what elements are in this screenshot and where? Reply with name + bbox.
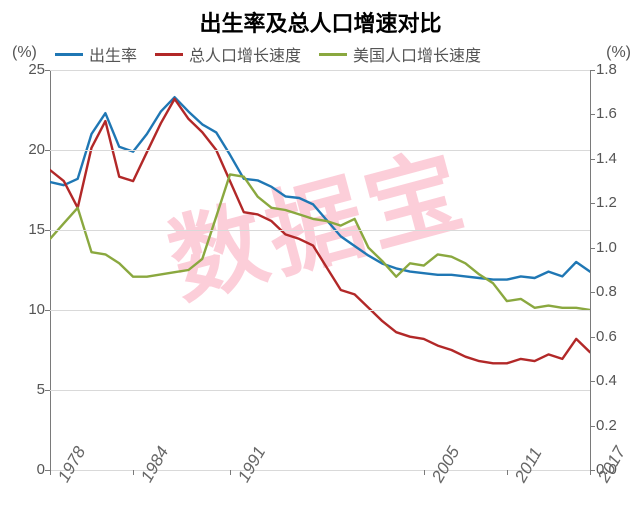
y-right-unit: (%) (606, 44, 631, 62)
legend-label: 美国人口增长速度 (353, 42, 481, 66)
legend-swatch (319, 53, 347, 56)
y-left-tickmark (45, 310, 50, 311)
y-left-tickmark (45, 70, 50, 71)
gridline (50, 470, 590, 471)
legend-item-us-growth: 美国人口增长速度 (319, 42, 481, 66)
y-right-tick: 1.2 (596, 194, 636, 211)
y-right-tick: 0.8 (596, 283, 636, 300)
y-left-tickmark (45, 150, 50, 151)
y-axis-right (590, 70, 591, 470)
y-left-tick: 25 (5, 61, 45, 78)
y-left-tick: 0 (5, 461, 45, 478)
y-right-tickmark (590, 114, 595, 115)
y-left-tick: 10 (5, 301, 45, 318)
y-right-tick: 0.6 (596, 328, 636, 345)
y-right-tickmark (590, 292, 595, 293)
y-left-tickmark (45, 390, 50, 391)
y-right-tickmark (590, 426, 595, 427)
series-line (50, 99, 590, 363)
series-line (50, 97, 590, 279)
gridline (50, 70, 590, 71)
y-right-tick: 1.0 (596, 239, 636, 256)
gridline (50, 310, 590, 311)
y-left-tick: 15 (5, 221, 45, 238)
chart-title: 出生率及总人口增速对比 (0, 6, 641, 38)
y-right-tickmark (590, 248, 595, 249)
y-right-tickmark (590, 203, 595, 204)
y-right-tick: 0.2 (596, 417, 636, 434)
x-tickmark (133, 470, 134, 475)
y-right-tick: 0.4 (596, 372, 636, 389)
chart-container: 出生率及总人口增速对比 (%) (%) 出生率 总人口增长速度 美国人口增长速度… (0, 0, 641, 531)
series-line (50, 174, 590, 310)
legend: 出生率 总人口增长速度 美国人口增长速度 (55, 42, 595, 66)
y-right-tickmark (590, 337, 595, 338)
y-left-tickmark (45, 230, 50, 231)
y-left-tick: 20 (5, 141, 45, 158)
x-tickmark (424, 470, 425, 475)
legend-label: 总人口增长速度 (189, 42, 301, 66)
legend-label: 出生率 (89, 42, 137, 66)
x-tickmark (230, 470, 231, 475)
y-right-tickmark (590, 70, 595, 71)
gridline (50, 230, 590, 231)
x-tickmark (590, 470, 591, 475)
y-left-unit: (%) (12, 44, 37, 62)
legend-item-birthrate: 出生率 (55, 42, 137, 66)
gridline (50, 150, 590, 151)
legend-swatch (55, 53, 83, 56)
legend-item-china-growth: 总人口增长速度 (155, 42, 301, 66)
y-left-tick: 5 (5, 381, 45, 398)
gridline (50, 390, 590, 391)
y-right-tickmark (590, 159, 595, 160)
y-right-tick: 1.8 (596, 61, 636, 78)
y-right-tickmark (590, 381, 595, 382)
legend-swatch (155, 53, 183, 56)
y-right-tick: 1.4 (596, 150, 636, 167)
y-right-tick: 1.6 (596, 105, 636, 122)
plot-area (50, 70, 590, 470)
x-tickmark (507, 470, 508, 475)
x-tickmark (50, 470, 51, 475)
